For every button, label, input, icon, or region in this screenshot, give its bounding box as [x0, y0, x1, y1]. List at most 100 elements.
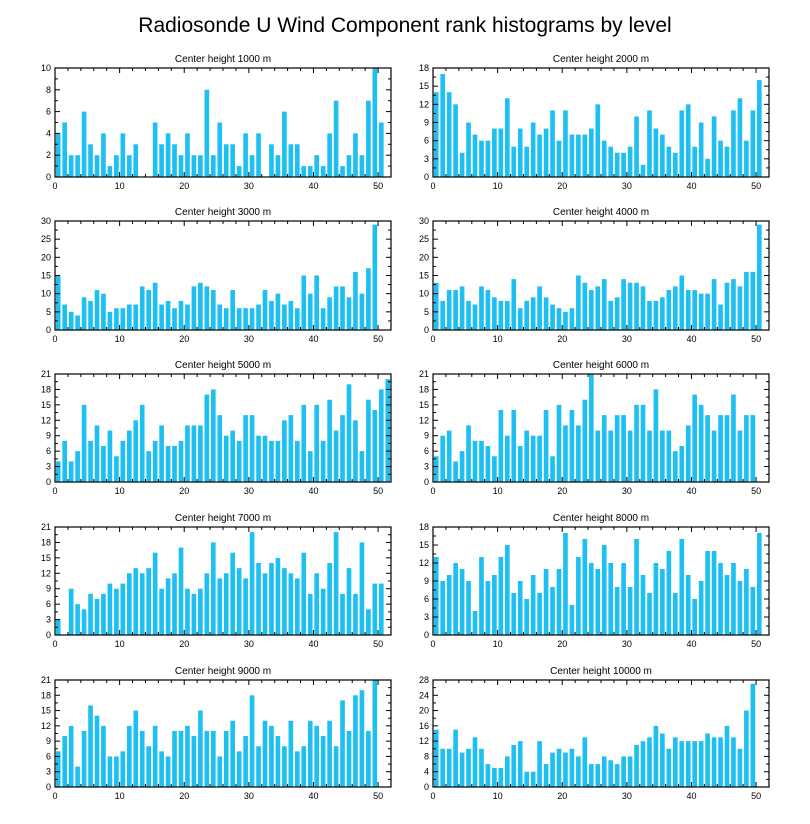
bar — [511, 146, 517, 177]
bar — [314, 275, 320, 330]
x-tick-label: 30 — [244, 334, 254, 344]
bar — [634, 116, 639, 177]
bar — [731, 737, 736, 787]
bar — [301, 404, 307, 482]
bar — [152, 725, 158, 787]
y-tick-label: 16 — [419, 721, 429, 731]
bar — [550, 110, 555, 177]
bar — [666, 551, 672, 635]
panel-2: Center height 2000 m 0 10 20 30 40 50 0 3 6 9 12 15 1… — [419, 54, 770, 191]
bar — [556, 404, 562, 482]
bar — [81, 111, 87, 177]
bar — [333, 430, 339, 482]
bar — [94, 715, 100, 787]
bar — [133, 144, 139, 177]
bar — [75, 766, 80, 787]
bar — [492, 297, 497, 330]
bar — [485, 446, 491, 482]
y-tick-label: 15 — [41, 706, 51, 716]
bar — [679, 539, 685, 635]
bar — [55, 461, 61, 482]
y-tick-label: 12 — [41, 415, 51, 425]
x-tick-label: 0 — [52, 181, 57, 191]
bar — [614, 764, 620, 787]
y-tick-label: 6 — [424, 594, 429, 604]
bar — [660, 569, 665, 635]
bar — [55, 619, 61, 635]
bar — [327, 297, 332, 330]
y-tick-label: 0 — [424, 630, 429, 640]
bar — [737, 748, 743, 787]
y-tick-label: 3 — [424, 612, 429, 622]
bar — [198, 155, 203, 177]
bar — [120, 440, 126, 482]
y-tick-label: 3 — [424, 462, 429, 472]
y-tick-label: 8 — [46, 85, 51, 95]
bar — [198, 710, 203, 787]
bar — [601, 279, 607, 330]
bar — [55, 751, 61, 787]
bar — [485, 581, 491, 635]
y-tick-label: 0 — [424, 477, 429, 487]
bar — [537, 286, 542, 330]
y-tick-label: 9 — [424, 576, 429, 586]
y-tick-label: 8 — [424, 751, 429, 761]
x-tick-label: 50 — [751, 486, 761, 496]
bar — [301, 275, 307, 330]
x-tick-label: 50 — [751, 639, 761, 649]
bar — [230, 720, 236, 787]
bar — [320, 308, 326, 330]
bar — [530, 575, 536, 635]
bar — [511, 744, 517, 787]
bar — [744, 140, 749, 177]
y-tick-label: 0 — [46, 782, 51, 792]
bar — [692, 741, 698, 787]
bar — [165, 133, 171, 177]
bar — [576, 557, 581, 635]
bar — [595, 430, 601, 482]
x-tick-label: 30 — [244, 486, 254, 496]
bar — [711, 737, 717, 787]
bar — [282, 746, 287, 787]
bar — [236, 166, 242, 177]
bar — [647, 110, 652, 177]
bar — [582, 282, 588, 330]
x-tick-label: 0 — [52, 486, 57, 496]
bar — [453, 563, 458, 635]
y-tick-label: 21 — [41, 675, 51, 685]
bar — [133, 304, 139, 330]
x-tick-label: 50 — [373, 486, 383, 496]
bar — [353, 695, 358, 787]
bar — [139, 404, 145, 482]
bar — [101, 133, 106, 177]
bar — [504, 435, 510, 482]
bar — [366, 609, 371, 635]
bar — [563, 311, 568, 330]
bar — [679, 446, 685, 482]
bar — [595, 569, 601, 635]
bar — [75, 155, 80, 177]
y-tick-label: 0 — [424, 172, 429, 182]
bar — [94, 425, 100, 482]
bar — [756, 224, 762, 330]
bar — [320, 588, 326, 635]
x-tick-label: 40 — [686, 791, 696, 801]
bar — [731, 394, 736, 482]
bar — [530, 435, 536, 482]
y-tick-label: 21 — [41, 369, 51, 379]
y-tick-label: 3 — [46, 767, 51, 777]
bar — [217, 578, 223, 635]
panel-title: Center height 1000 m — [175, 54, 271, 65]
y-tick-label: 6 — [424, 136, 429, 146]
bar — [446, 290, 452, 330]
bar — [543, 764, 549, 787]
bar — [94, 155, 100, 177]
y-tick-label: 5 — [46, 307, 51, 317]
bar — [126, 725, 132, 787]
bar — [556, 569, 562, 635]
bar — [698, 741, 704, 787]
bar — [288, 144, 294, 177]
bar — [191, 286, 197, 330]
bar — [88, 705, 93, 787]
bar — [692, 599, 698, 635]
